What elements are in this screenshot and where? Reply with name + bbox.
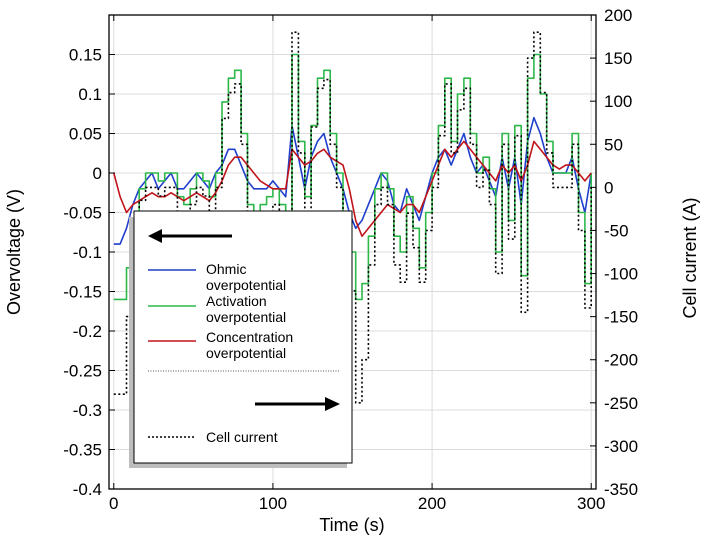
y-left-tick-label: -0.35 bbox=[63, 441, 102, 460]
y-axis-left-label: Overvoltage (V) bbox=[4, 189, 24, 315]
legend-label-activation-line1: Activation bbox=[206, 293, 267, 309]
series-right-axis bbox=[113, 31, 592, 404]
y-left-tick-label: 0.1 bbox=[78, 85, 102, 104]
y-axis-right-label: Cell current (A) bbox=[680, 197, 700, 318]
ticks: 0 100 200 300 -0.4 -0.35 -0.3 -0.25 -0.2 -0.15 -0.… bbox=[63, 6, 638, 513]
y-left-tick-label: 0.15 bbox=[69, 46, 102, 65]
legend-right-arrow-head bbox=[325, 397, 340, 411]
legend-label-activation: Activation overpotential bbox=[206, 293, 286, 325]
legend-label-concentration-line2: overpotential bbox=[206, 345, 286, 361]
legend-label-concentration: Concentration overpotential bbox=[206, 329, 297, 361]
y-right-tick-label: -50 bbox=[604, 221, 629, 240]
y-left-tick-label: 0 bbox=[93, 164, 102, 183]
y-right-tick-label: -150 bbox=[604, 308, 638, 327]
legend-label-ohmic-line2: overpotential bbox=[206, 277, 286, 293]
y-left-tick-label: -0.05 bbox=[63, 204, 102, 223]
y-left-tick-label: -0.2 bbox=[73, 322, 102, 341]
legend-label-concentration-line1: Concentration bbox=[206, 329, 293, 345]
legend-label-ohmic: Ohmic overpotential bbox=[206, 261, 286, 293]
y-left-tick-label: 0.05 bbox=[69, 125, 102, 144]
y-right-tick-label: -100 bbox=[604, 265, 638, 284]
y-right-tick-label: 100 bbox=[604, 92, 632, 111]
legend: Ohmic overpotential Activation overpoten… bbox=[129, 210, 353, 468]
x-tick-label: 100 bbox=[259, 494, 287, 513]
series-line-concentration-overpotential bbox=[113, 140, 592, 237]
legend-label-cell-current: Cell current bbox=[206, 429, 278, 445]
y-right-tick-label: 200 bbox=[604, 6, 632, 25]
legend-box bbox=[133, 210, 353, 464]
x-axis-label: Time (s) bbox=[319, 515, 384, 535]
y-left-tick-label: -0.1 bbox=[73, 243, 102, 262]
y-right-tick-label: 50 bbox=[604, 135, 623, 154]
y-left-tick-label: -0.4 bbox=[73, 480, 102, 499]
y-left-tick-label: -0.25 bbox=[63, 362, 102, 381]
y-right-tick-label: 0 bbox=[604, 178, 613, 197]
legend-label-ohmic-line1: Ohmic bbox=[206, 261, 246, 277]
series-line-activation-overpotential bbox=[113, 53, 592, 301]
x-tick-label: 0 bbox=[109, 494, 118, 513]
y-left-tick-label: -0.15 bbox=[63, 283, 102, 302]
legend-left-arrow-head bbox=[148, 229, 162, 243]
series-line-cell-current bbox=[113, 31, 592, 404]
x-tick-label: 200 bbox=[418, 494, 446, 513]
y-right-tick-label: -250 bbox=[604, 394, 638, 413]
y-right-tick-label: 150 bbox=[604, 49, 632, 68]
y-right-tick-label: -350 bbox=[604, 480, 638, 499]
y-right-tick-label: -300 bbox=[604, 437, 638, 456]
legend-label-activation-line2: overpotential bbox=[206, 309, 286, 325]
x-tick-label: 300 bbox=[577, 494, 605, 513]
y-right-tick-label: -200 bbox=[604, 351, 638, 370]
y-left-tick-label: -0.3 bbox=[73, 401, 102, 420]
